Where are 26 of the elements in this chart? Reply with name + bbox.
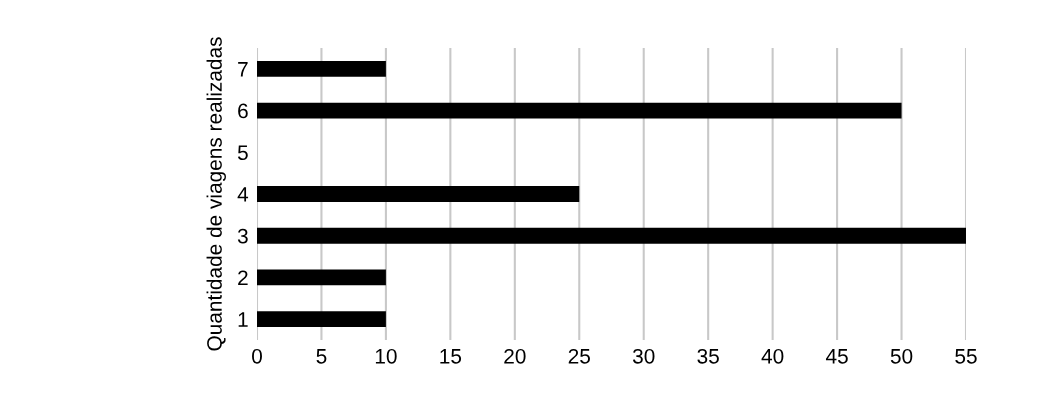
x-tick-label: 40 bbox=[761, 348, 784, 364]
x-tick-label: 0 bbox=[252, 348, 262, 364]
y-tick-label: 5 bbox=[237, 145, 248, 161]
bar bbox=[257, 269, 386, 286]
y-tick-label: 3 bbox=[237, 228, 248, 244]
y-tick-label: 1 bbox=[238, 312, 248, 327]
bar bbox=[257, 186, 580, 202]
y-axis-title: Quantidade de viagens realizadas bbox=[206, 37, 226, 351]
x-tick-label: 45 bbox=[825, 349, 848, 364]
x-tick-label: 55 bbox=[955, 349, 977, 364]
x-tick-label: 10 bbox=[375, 348, 397, 364]
bar bbox=[257, 227, 966, 244]
x-tick-label: 20 bbox=[504, 348, 526, 364]
y-tick-label: 4 bbox=[237, 187, 249, 202]
x-tick-label: 5 bbox=[316, 349, 327, 364]
y-tick-label: 7 bbox=[238, 62, 248, 77]
bar bbox=[257, 102, 902, 119]
x-tick-label: 35 bbox=[697, 348, 719, 364]
x-tick-label: 15 bbox=[440, 349, 462, 364]
x-tick-label: 30 bbox=[632, 348, 655, 364]
y-tick-label: 2 bbox=[238, 270, 248, 285]
y-tick-label: 6 bbox=[238, 103, 248, 119]
bar bbox=[257, 311, 386, 328]
bar bbox=[257, 60, 386, 77]
x-tick-label: 25 bbox=[568, 348, 590, 364]
x-tick-label: 50 bbox=[890, 348, 913, 364]
